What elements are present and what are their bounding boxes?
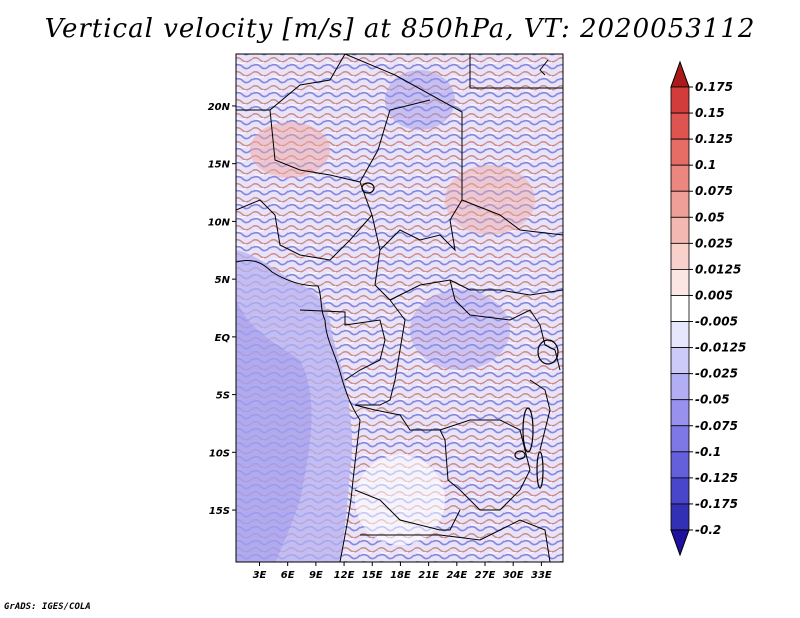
colorbar-label: -0.05 xyxy=(695,393,730,407)
lat-tick-label: 20N xyxy=(208,102,231,113)
colorbar-min-arrow xyxy=(670,529,690,557)
colorbar-label: 0.0125 xyxy=(695,262,741,276)
colorbar-segment xyxy=(670,321,690,348)
colorbar-label: -0.1 xyxy=(695,445,721,459)
colorbar-segment xyxy=(670,190,690,218)
colorbar-segment xyxy=(670,399,690,427)
lat-tick-label: 15S xyxy=(209,506,230,517)
lakes xyxy=(361,182,559,489)
lon-tick-label: 15E xyxy=(362,570,383,581)
colorbar-label: -0.025 xyxy=(695,367,738,381)
colorbar-segment xyxy=(670,477,690,505)
lat-tick-label: 5S xyxy=(216,391,230,402)
colorbar-segment xyxy=(670,269,690,296)
colorbar-label: 0.025 xyxy=(695,236,733,250)
lon-tick-label: 33E xyxy=(531,570,552,581)
lon-tick-label: 18E xyxy=(390,570,411,581)
colorbar-segment xyxy=(670,216,690,244)
colorbar-segment xyxy=(670,451,690,479)
lon-tick-label: 6E xyxy=(281,570,295,581)
lon-tick-label: 30E xyxy=(503,570,524,581)
colorbar-label: -0.125 xyxy=(695,471,738,485)
colorbar-label: 0.1 xyxy=(695,158,716,172)
map-title: Vertical velocity [m/s] at 850hPa, VT: 2… xyxy=(44,14,756,44)
longitude-axis: 3E 6E 9E 12E 15E 18E 21E 24E 27E 30E 33E xyxy=(253,562,552,581)
colorbar-label: 0.075 xyxy=(695,184,733,198)
lon-tick-label: 24E xyxy=(446,570,467,581)
colorbar-label: 0.15 xyxy=(695,106,725,120)
colorbar-label: -0.005 xyxy=(695,315,738,329)
colorbar-max-arrow xyxy=(670,60,690,88)
lat-tick-label: EQ xyxy=(215,333,231,344)
country-borders xyxy=(236,54,563,562)
colorbar-segment xyxy=(670,373,690,401)
lon-tick-label: 3E xyxy=(253,570,267,581)
colorbar-label: -0.2 xyxy=(695,523,721,537)
lat-tick-label: 5N xyxy=(215,275,231,286)
grads-credit: GrADS: IGES/COLA xyxy=(4,602,91,612)
colorbar-segment xyxy=(670,242,690,270)
colorbar-label: 0.005 xyxy=(695,288,733,302)
colorbar-label: 0.05 xyxy=(695,210,725,224)
vertical-velocity-field xyxy=(236,54,563,562)
lat-tick-label: 10N xyxy=(208,217,231,228)
colorbar-label: -0.175 xyxy=(695,497,738,511)
colorbar-segment xyxy=(670,503,690,531)
colorbar-segment xyxy=(670,347,690,375)
colorbar-label: 0.125 xyxy=(695,132,733,146)
colorbar-segment xyxy=(670,112,690,140)
colorbar-label: 0.175 xyxy=(695,80,733,94)
map-frame xyxy=(235,53,564,563)
lon-tick-label: 27E xyxy=(475,570,496,581)
colorbar-label: -0.075 xyxy=(695,419,738,433)
lat-tick-label: 10S xyxy=(209,448,230,459)
colorbar-segment xyxy=(670,425,690,453)
colorbar-label: -0.0125 xyxy=(695,341,746,355)
colorbar-segment xyxy=(670,86,690,114)
lat-tick-label: 15N xyxy=(208,160,231,171)
colorbar-segment xyxy=(670,138,690,166)
colorbar-segment xyxy=(670,164,690,192)
colorbar: 0.175 0.15 0.125 0.1 0.075 0.05 0.025 0.0125 0.0… xyxy=(670,60,746,557)
lon-tick-label: 21E xyxy=(418,570,439,581)
lon-tick-label: 12E xyxy=(334,570,355,581)
colorbar-segment xyxy=(670,295,690,322)
lon-tick-label: 9E xyxy=(309,570,323,581)
latitude-axis: 20N 15N 10N 5N EQ 5S 10S 15S xyxy=(208,102,236,517)
